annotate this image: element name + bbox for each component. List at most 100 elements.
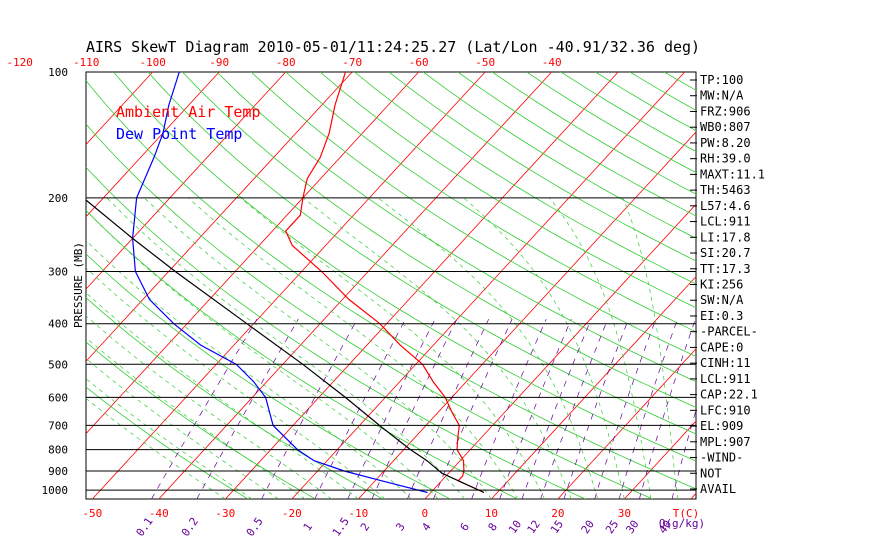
isotherm [86,72,153,146]
mixing-ratio-line [499,318,572,499]
moist-adiabat [302,197,572,499]
temp-unit-label: T(C) [673,507,700,520]
moist-adiabat [549,197,652,499]
dry-adiabat [388,72,696,262]
plot-frame [85,71,697,500]
mixing-ratio-label: 15 [548,518,566,536]
moist-adiabat [86,358,279,499]
moist-adiabat [86,240,412,499]
moist-adiabat [86,337,306,499]
dry-adiabat [86,123,653,499]
top-temp-tick-label: -40 [542,56,562,69]
moist-adiabat [377,197,599,499]
index-value: AVAIL [700,482,736,496]
bottom-temp-tick-label: 30 [618,507,631,520]
moist-adiabat [188,197,519,499]
dry-adiabat [86,341,316,499]
moist-adiabat [240,197,545,499]
index-value: WB0:807 [700,120,751,134]
dry-adiabat [457,72,696,217]
chart-title: AIRS SkewT Diagram 2010-05-01/11:24:25.2… [86,38,700,56]
mixing-ratio-label: 20 [579,518,597,536]
isotherm [92,72,486,499]
mixing-ratio-line [540,318,609,499]
bottom-temp-tick-label: -40 [149,507,169,520]
moist-adiabat [106,197,465,499]
dry-adiabat [526,72,696,174]
isotherm [291,72,685,499]
pressure-tick-label: 100 [48,66,68,79]
index-value: PW:8.20 [700,136,751,150]
dry-adiabat [491,72,696,195]
isotherm [624,420,696,499]
isotherm [0,72,20,499]
index-value: L57:4.6 [700,199,751,213]
moist-adiabat [622,197,678,499]
mixing-ratio-label: 6 [458,521,472,534]
mixing-ratio-label: 2 [358,521,372,534]
isotherm [757,72,870,499]
index-value: SI:20.7 [700,246,751,260]
mixing-ratio-label: 0.5 [244,515,266,539]
mixing-ratio-label: 8 [486,521,500,534]
mixing-ratio-line [521,318,592,499]
dry-adiabat [86,79,696,490]
mixing-ratio-label: 30 [623,518,641,536]
index-value: -PARCEL- [700,325,758,339]
bottom-temp-tick-label: 10 [485,507,498,520]
plot-area [0,72,870,499]
mixing-ratio-line [563,318,629,499]
index-value: EL:909 [700,419,743,433]
index-value: TP:100 [700,73,743,87]
index-value: CAP:22.1 [700,388,758,402]
bottom-temp-tick-label: -20 [282,507,302,520]
dry-adiabat [733,72,870,499]
mixing-ratio-line [618,318,678,499]
index-value: TH:5463 [700,183,751,197]
dry-adiabat [86,166,586,499]
isotherm [86,72,220,218]
y-axis-label: PRESSURE (MB) [72,242,85,328]
mixing-ratio-line [433,318,513,499]
dry-adiabat [836,72,870,499]
mixing-ratio-label: 1 [301,521,315,534]
mixing-ratio-line [407,318,490,499]
dry-adiabat [802,72,870,499]
mixing-ratio-label: 25 [603,518,621,536]
index-value: FRZ:906 [700,104,751,118]
top-temp-tick-label: -70 [342,56,362,69]
dew-point-curve [131,72,428,494]
index-value: MW:N/A [700,89,744,103]
mixing-ratio-label: 3 [393,521,407,534]
isotherm [424,203,696,499]
pressure-tick-label: 1000 [42,484,69,497]
index-value: LI:17.8 [700,230,751,244]
legend-entry: Ambient Air Temp [116,103,261,121]
legend-entry: Dew Point Temp [116,125,242,143]
mixing-ratio-label: 40 [656,518,674,536]
dry-adiabat [86,209,518,499]
top-temp-tick-label: -80 [276,56,296,69]
parcel-curve [86,199,485,494]
bottom-temp-tick-label: -30 [215,507,235,520]
bottom-temp-tick-label: -10 [348,507,368,520]
dry-adiabat [319,72,696,309]
bottom-temp-tick-label: 20 [551,507,564,520]
index-value: RH:39.0 [700,152,751,166]
isotherm [86,72,286,290]
moist-adiabat [86,292,359,499]
pressure-tick-label: 400 [48,318,68,331]
dry-adiabat [285,72,696,333]
axes: 1002003004005006007008009001000PRESSURE … [6,56,705,539]
legend: Ambient Air Temp Dew Point Temp [116,103,261,143]
pressure-tick-label: 900 [48,465,68,478]
top-temp-tick-label: -100 [139,56,166,69]
mixing-ratio-line [371,318,458,499]
top-temp-tick-label: -110 [73,56,100,69]
index-value: NOT [700,466,722,480]
pressure-tick-label: 500 [48,358,68,371]
dry-adiabat [250,72,696,357]
dry-adiabat [86,297,384,499]
pressure-tick-label: 200 [48,192,68,205]
